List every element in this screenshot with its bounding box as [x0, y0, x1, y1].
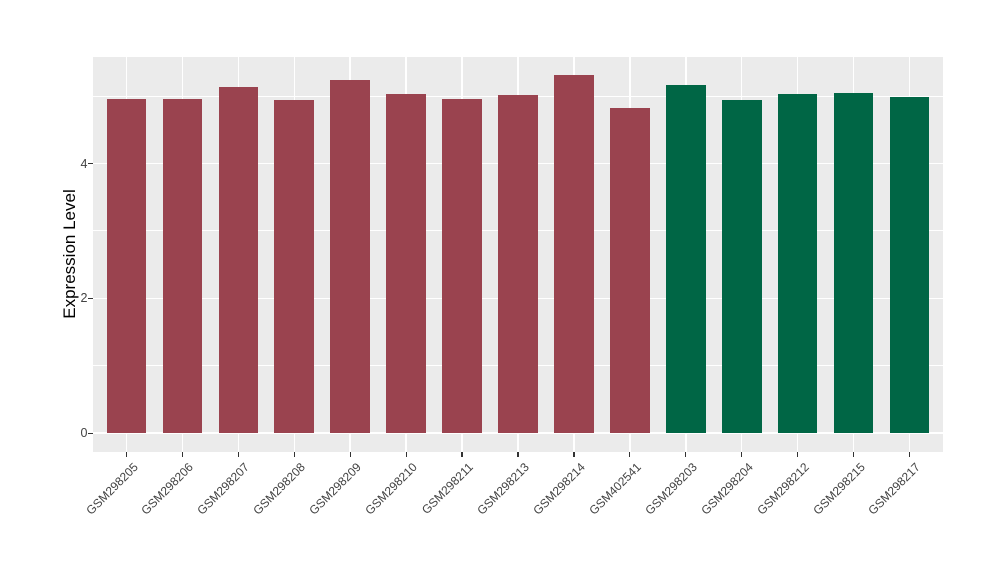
bar-GSM298213 — [498, 94, 538, 434]
x-tick-mark — [293, 452, 295, 457]
x-tick-mark — [908, 452, 911, 457]
bar-GSM298215 — [833, 92, 874, 434]
x-tick-mark — [741, 452, 743, 457]
x-tick-mark — [181, 452, 184, 457]
x-tick-mark — [797, 452, 799, 457]
y-tick-label: 0 — [80, 426, 88, 441]
x-tick-mark — [125, 452, 128, 457]
bar-GSM298217 — [889, 96, 930, 434]
x-tick-mark — [405, 452, 407, 457]
bar-GSM298209 — [330, 79, 371, 434]
y-tick-label: 2 — [80, 291, 88, 306]
x-tick-label: GSM298205 — [82, 460, 141, 518]
x-tick-mark — [461, 452, 463, 457]
x-tick-mark — [629, 452, 631, 457]
bar-GSM298211 — [442, 98, 482, 434]
x-tick-mark — [573, 452, 575, 457]
bar-GSM298207 — [218, 87, 259, 434]
bar-GSM298212 — [777, 94, 818, 434]
x-tick-mark — [685, 452, 687, 457]
bar-GSM298214 — [554, 75, 594, 434]
x-tick-mark — [852, 452, 855, 457]
x-tick-mark — [349, 452, 351, 457]
bar-GSM298208 — [274, 100, 315, 434]
bar-GSM402541 — [609, 108, 650, 434]
x-tick-mark — [517, 452, 519, 457]
plot-panel — [93, 57, 943, 452]
bar-GSM298210 — [386, 94, 426, 434]
x-tick-mark — [237, 452, 239, 457]
y-tick-label: 4 — [80, 156, 88, 171]
y-tick-mark — [88, 162, 93, 165]
bar-GSM298206 — [162, 98, 203, 434]
bar-GSM298204 — [721, 100, 762, 434]
y-tick-mark — [88, 432, 93, 434]
y-tick-mark — [88, 297, 93, 299]
bar-GSM298203 — [665, 85, 706, 434]
bar-GSM298205 — [106, 98, 147, 434]
